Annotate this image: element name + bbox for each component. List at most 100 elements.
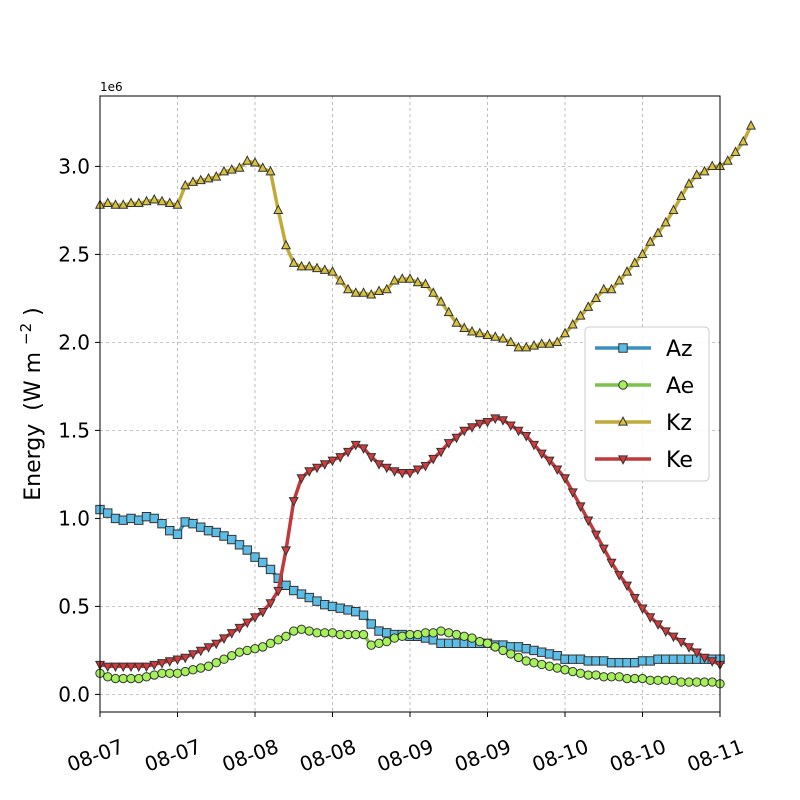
y-tick-label: 2.0 <box>58 330 90 354</box>
data-point-ae <box>320 628 330 638</box>
data-point-ae <box>459 631 469 642</box>
data-point-ae <box>157 668 167 678</box>
data-point-ke <box>528 440 540 451</box>
data-point-ke <box>676 637 687 648</box>
data-point-ae <box>149 670 159 680</box>
data-point-kz <box>745 120 757 130</box>
data-point-kz <box>722 155 733 165</box>
data-point-ke <box>699 653 710 664</box>
data-point-ke <box>637 604 648 615</box>
data-point-az <box>529 645 539 656</box>
data-point-kz <box>482 329 493 340</box>
data-point-az <box>645 656 655 666</box>
data-point-ae <box>699 677 710 687</box>
data-point-ke <box>629 593 640 604</box>
data-point-ke <box>474 419 485 430</box>
data-point-ke <box>428 454 439 465</box>
data-point-az <box>296 589 307 599</box>
data-point-ae <box>467 633 477 643</box>
data-point-kz <box>536 338 547 348</box>
data-point-kz <box>249 156 261 167</box>
data-point-ae <box>630 673 640 684</box>
series-kz <box>94 120 757 352</box>
data-point-az <box>653 654 663 664</box>
y-tick-label: 1.5 <box>58 418 90 442</box>
y-tick-label: 0.0 <box>58 682 90 706</box>
data-point-ke <box>350 440 361 451</box>
data-point-kz <box>691 169 702 179</box>
data-point-ae <box>637 673 648 684</box>
data-point-ke <box>381 463 392 474</box>
data-point-ke <box>668 632 679 643</box>
data-point-kz <box>304 260 315 271</box>
data-point-ae <box>537 659 547 670</box>
data-point-ke <box>412 465 423 476</box>
data-point-kz <box>187 176 199 186</box>
data-point-kz <box>459 322 470 332</box>
data-point-kz <box>381 283 392 294</box>
legend: Az Ae Kz Ke <box>584 326 710 482</box>
data-point-kz <box>435 296 447 306</box>
data-point-kz <box>226 164 237 174</box>
y-tick-label: 2.5 <box>58 242 90 266</box>
data-point-ae <box>234 647 245 657</box>
data-point-ae <box>575 668 586 678</box>
legend-item-kz: Kz <box>595 411 692 436</box>
data-point-kz <box>110 199 121 209</box>
data-point-ae <box>653 675 663 686</box>
data-point-kz <box>497 332 509 343</box>
data-point-ke <box>691 648 702 659</box>
data-point-ke <box>288 497 299 507</box>
data-point-az <box>614 658 624 668</box>
data-point-kz <box>676 190 687 200</box>
data-point-ae <box>289 626 299 636</box>
data-point-ke <box>645 613 656 623</box>
data-point-ke <box>110 662 121 673</box>
data-point-az <box>521 643 531 654</box>
y-scale-offset: 1e6 <box>100 80 123 94</box>
data-point-ae <box>707 677 717 687</box>
data-point-az <box>227 534 237 545</box>
data-point-kz <box>118 199 129 209</box>
series-group <box>94 120 757 689</box>
data-point-ae <box>560 665 570 675</box>
data-point-ae <box>668 675 679 686</box>
data-point-kz <box>443 306 454 317</box>
data-point-az <box>560 654 570 664</box>
data-point-az <box>583 656 593 666</box>
legend-item-ae: Ae <box>595 374 694 399</box>
data-point-az <box>126 513 136 524</box>
data-point-ke <box>273 586 284 597</box>
data-point-kz <box>474 327 485 338</box>
legend-label: Az <box>666 337 693 362</box>
data-point-kz <box>102 197 113 208</box>
data-point-ae <box>304 626 314 636</box>
data-point-ke <box>567 488 578 498</box>
data-point-kz <box>629 257 640 267</box>
y-axis-unit-close: ) <box>21 307 46 316</box>
data-point-kz <box>707 160 718 171</box>
data-point-ae <box>180 666 190 677</box>
data-point-ke <box>296 474 307 484</box>
data-point-az <box>606 658 617 668</box>
data-point-kz <box>342 283 354 294</box>
data-point-ke <box>652 620 664 630</box>
data-point-ke <box>242 618 253 629</box>
data-point-ae <box>382 636 392 647</box>
data-point-ke <box>490 414 501 424</box>
data-point-ae <box>389 633 400 643</box>
data-point-ae <box>506 649 516 659</box>
data-point-ke <box>536 449 547 460</box>
data-point-ke <box>435 447 447 458</box>
data-point-ke <box>125 662 137 673</box>
data-point-kz <box>280 239 292 250</box>
data-point-az <box>599 656 609 666</box>
data-point-kz <box>358 287 369 297</box>
data-point-kz <box>218 165 230 176</box>
data-point-ke <box>187 650 199 660</box>
data-point-az <box>358 610 369 620</box>
data-point-kz <box>590 292 602 303</box>
data-point-kz <box>606 283 617 294</box>
data-point-ke <box>482 417 493 428</box>
data-point-ke <box>683 643 695 653</box>
